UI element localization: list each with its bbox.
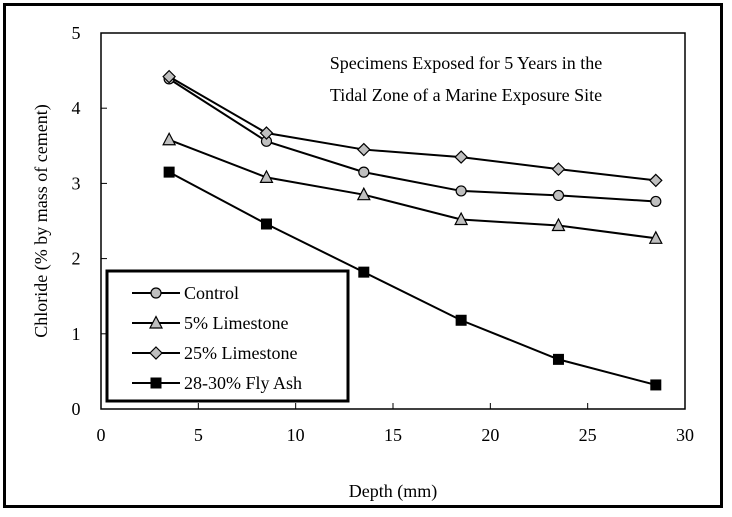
chart-frame — [3, 3, 723, 508]
series-line — [168, 75, 656, 182]
legend-label: 28-30% Fly Ash — [184, 373, 302, 393]
annotation-line-1: Specimens Exposed for 5 Years in the — [330, 53, 602, 73]
x-tick-label: 10 — [287, 425, 305, 445]
series-square — [163, 166, 662, 391]
data-point — [454, 150, 468, 164]
x-tick-label: 30 — [676, 425, 694, 445]
legend-item: 25% Limestone — [132, 343, 297, 363]
y-axis-label: Chloride (% by mass of cement) — [31, 104, 52, 337]
series-triangle — [162, 131, 663, 244]
legend-label: Control — [184, 283, 239, 303]
x-tick-label: 25 — [579, 425, 597, 445]
data-point — [358, 266, 370, 278]
legend: Control 5% Limestone 25% Limestone 28-30% F… — [105, 269, 350, 403]
data-point — [356, 142, 371, 157]
data-point — [358, 166, 370, 178]
data-point — [650, 195, 662, 208]
data-point — [551, 162, 566, 176]
x-tick-label: 5 — [194, 425, 203, 445]
chart-annotation: Specimens Exposed for 5 Years in the Tid… — [330, 53, 602, 105]
legend-label: 25% Limestone — [184, 343, 297, 363]
data-point — [259, 126, 274, 140]
legend-label: 5% Limestone — [184, 313, 288, 333]
data-point — [259, 169, 274, 183]
data-point — [648, 173, 663, 188]
data-point — [260, 218, 272, 230]
series-circle — [163, 73, 662, 208]
series-diamond — [162, 69, 663, 188]
y-tick-label: 4 — [72, 98, 81, 118]
data-point — [162, 69, 176, 84]
data-point — [162, 131, 177, 146]
annotation-line-2: Tidal Zone of a Marine Exposure Site — [330, 85, 602, 105]
data-point — [454, 211, 469, 226]
y-tick-label: 0 — [72, 399, 81, 419]
data-point — [455, 185, 467, 197]
legend-marker — [150, 287, 162, 299]
x-tick-label: 0 — [97, 425, 106, 445]
legend-marker — [149, 346, 163, 360]
x-tick-label: 15 — [384, 425, 402, 445]
legend-item: 5% Limestone — [132, 313, 288, 333]
legend-item: Control — [132, 283, 239, 303]
series-layer — [162, 69, 663, 391]
y-tick-label: 1 — [72, 324, 81, 344]
data-point — [552, 189, 565, 202]
axis-ticks: 0 5 10 15 20 25 30 0 1 2 3 4 5 — [72, 23, 695, 445]
series-line — [168, 138, 656, 240]
legend-marker — [150, 377, 162, 389]
y-tick-label: 5 — [72, 23, 81, 43]
data-point — [551, 217, 566, 232]
data-point — [455, 314, 467, 326]
data-point — [650, 379, 662, 391]
x-axis-label: Depth (mm) — [349, 481, 437, 502]
data-point — [356, 186, 371, 201]
data-point — [552, 353, 564, 365]
y-tick-label: 3 — [72, 173, 81, 193]
y-tick-label: 2 — [72, 249, 81, 269]
series-line — [168, 171, 657, 386]
data-point — [648, 230, 663, 244]
series-line — [168, 78, 656, 203]
legend-marker — [149, 315, 163, 329]
x-tick-label: 20 — [481, 425, 499, 445]
data-point — [163, 166, 175, 178]
legend-item: 28-30% Fly Ash — [132, 373, 302, 393]
